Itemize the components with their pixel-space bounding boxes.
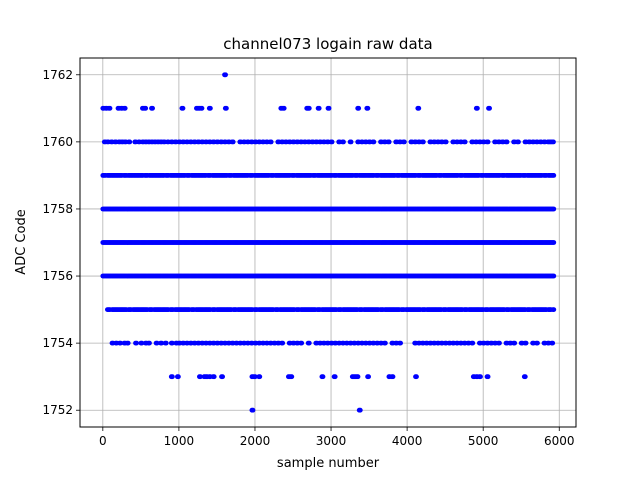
- data-point: [512, 340, 518, 346]
- data-point: [348, 139, 354, 145]
- x-tick-label: 6000: [544, 434, 575, 448]
- data-point: [462, 139, 468, 145]
- data-point: [475, 105, 480, 111]
- x-tick-label: 0: [99, 434, 107, 448]
- data-point: [383, 340, 388, 346]
- data-point: [250, 407, 256, 413]
- data-point: [211, 374, 217, 380]
- data-point: [230, 139, 236, 145]
- data-point: [223, 72, 229, 78]
- data-point: [154, 340, 160, 346]
- plot-frame: [79, 57, 577, 428]
- data-point: [551, 273, 557, 279]
- data-point: [257, 374, 263, 380]
- data-point: [341, 139, 346, 145]
- data-point: [522, 374, 528, 380]
- data-point: [551, 206, 557, 212]
- data-point: [329, 139, 335, 145]
- data-point: [139, 340, 145, 346]
- data-point: [208, 105, 213, 111]
- data-point: [443, 139, 449, 145]
- y-tick-label: 1752: [42, 403, 73, 417]
- x-tick-label: 4000: [392, 434, 423, 448]
- data-point: [478, 374, 483, 380]
- data-point: [504, 139, 510, 145]
- y-tick-label: 1760: [42, 135, 73, 149]
- data-point: [107, 105, 113, 111]
- data-point: [535, 340, 540, 346]
- data-point: [280, 340, 286, 346]
- data-point: [551, 240, 557, 245]
- data-point: [332, 374, 338, 380]
- data-point: [470, 340, 476, 346]
- x-tick-label: 2000: [240, 434, 271, 448]
- data-point: [320, 374, 326, 380]
- data-point: [416, 105, 422, 111]
- data-point: [386, 139, 392, 145]
- data-point: [122, 105, 128, 111]
- y-tick-label: 1754: [42, 336, 73, 350]
- data-point: [523, 340, 529, 346]
- data-point: [398, 340, 403, 346]
- data-point: [134, 340, 140, 346]
- data-point: [220, 374, 226, 380]
- data-point: [485, 139, 491, 145]
- data-point: [402, 139, 407, 145]
- data-point: [147, 340, 152, 346]
- data-point: [485, 374, 491, 380]
- data-point: [150, 105, 156, 111]
- data-point: [365, 105, 371, 111]
- data-point: [355, 374, 361, 380]
- data-point: [281, 105, 287, 111]
- data-point: [421, 139, 426, 145]
- x-tick-label: 5000: [468, 434, 499, 448]
- data-point: [414, 374, 419, 380]
- data-point: [306, 105, 312, 111]
- data-point: [390, 374, 396, 380]
- y-tick-label: 1756: [42, 269, 73, 283]
- y-tick-label: 1758: [42, 202, 73, 216]
- data-point: [252, 374, 258, 380]
- data-point: [199, 105, 205, 111]
- data-point: [170, 374, 175, 380]
- data-point: [306, 340, 312, 346]
- data-point: [125, 340, 131, 346]
- x-tick-label: 1000: [164, 434, 195, 448]
- data-point: [268, 139, 274, 145]
- chart-title: channel073 logain raw data: [223, 35, 432, 53]
- data-point: [356, 105, 362, 111]
- data-point: [170, 340, 175, 346]
- data-point: [366, 374, 371, 380]
- y-axis-label: ADC Code: [14, 209, 29, 274]
- x-axis-label: sample number: [277, 456, 380, 471]
- data-point: [224, 105, 229, 111]
- data-point: [163, 340, 169, 346]
- x-tick-label: 3000: [316, 434, 347, 448]
- data-point: [551, 307, 557, 312]
- data-point: [127, 139, 133, 145]
- data-point: [289, 374, 295, 380]
- data-point: [180, 105, 186, 111]
- data-point: [516, 139, 521, 145]
- y-tick-label: 1762: [42, 68, 73, 82]
- data-point: [550, 340, 556, 346]
- data-point: [176, 374, 181, 380]
- data-point: [551, 139, 556, 145]
- data-point: [159, 340, 165, 346]
- data-point: [143, 105, 149, 111]
- data-points: [100, 72, 557, 413]
- data-point: [357, 407, 363, 413]
- axis-ticks: 0 1000 2000 3000 4000 5000 6000 1752 1754 1756 175…: [42, 68, 574, 448]
- data-point: [198, 374, 203, 380]
- data-point: [371, 139, 377, 145]
- data-point: [299, 340, 305, 346]
- data-point: [316, 105, 322, 111]
- data-point: [326, 105, 332, 111]
- data-point: [551, 173, 557, 178]
- data-point: [487, 105, 492, 111]
- data-point: [497, 340, 502, 346]
- data-point: [118, 340, 123, 346]
